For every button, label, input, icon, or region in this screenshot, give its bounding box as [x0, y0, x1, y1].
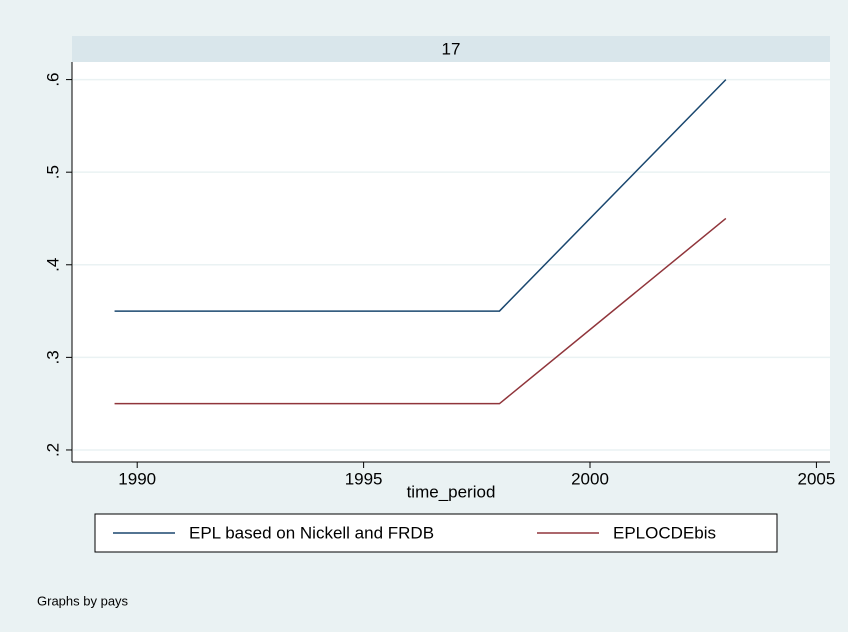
legend-label: EPL based on Nickell and FRDB	[189, 523, 434, 542]
series-line	[114, 79, 727, 312]
plot-area	[72, 62, 830, 462]
x-tick-label: 2005	[798, 469, 836, 488]
y-tick-label: .3	[43, 350, 62, 364]
y-tick-label: .5	[43, 165, 62, 179]
x-tick-label: 1995	[345, 469, 383, 488]
y-tick-label: .2	[43, 443, 62, 457]
x-tick-label: 1990	[118, 469, 156, 488]
legend	[94, 513, 778, 553]
x-axis-label: time_period	[407, 482, 496, 501]
note: Graphs by pays	[37, 593, 129, 608]
panel-strip	[72, 36, 830, 62]
y-tick-label: .4	[43, 258, 62, 272]
panel-label: 17	[442, 39, 461, 58]
series-line	[114, 217, 727, 405]
x-tick-label: 2000	[571, 469, 609, 488]
legend-label: EPLOCDEbis	[613, 523, 716, 542]
y-tick-label: .6	[43, 72, 62, 86]
